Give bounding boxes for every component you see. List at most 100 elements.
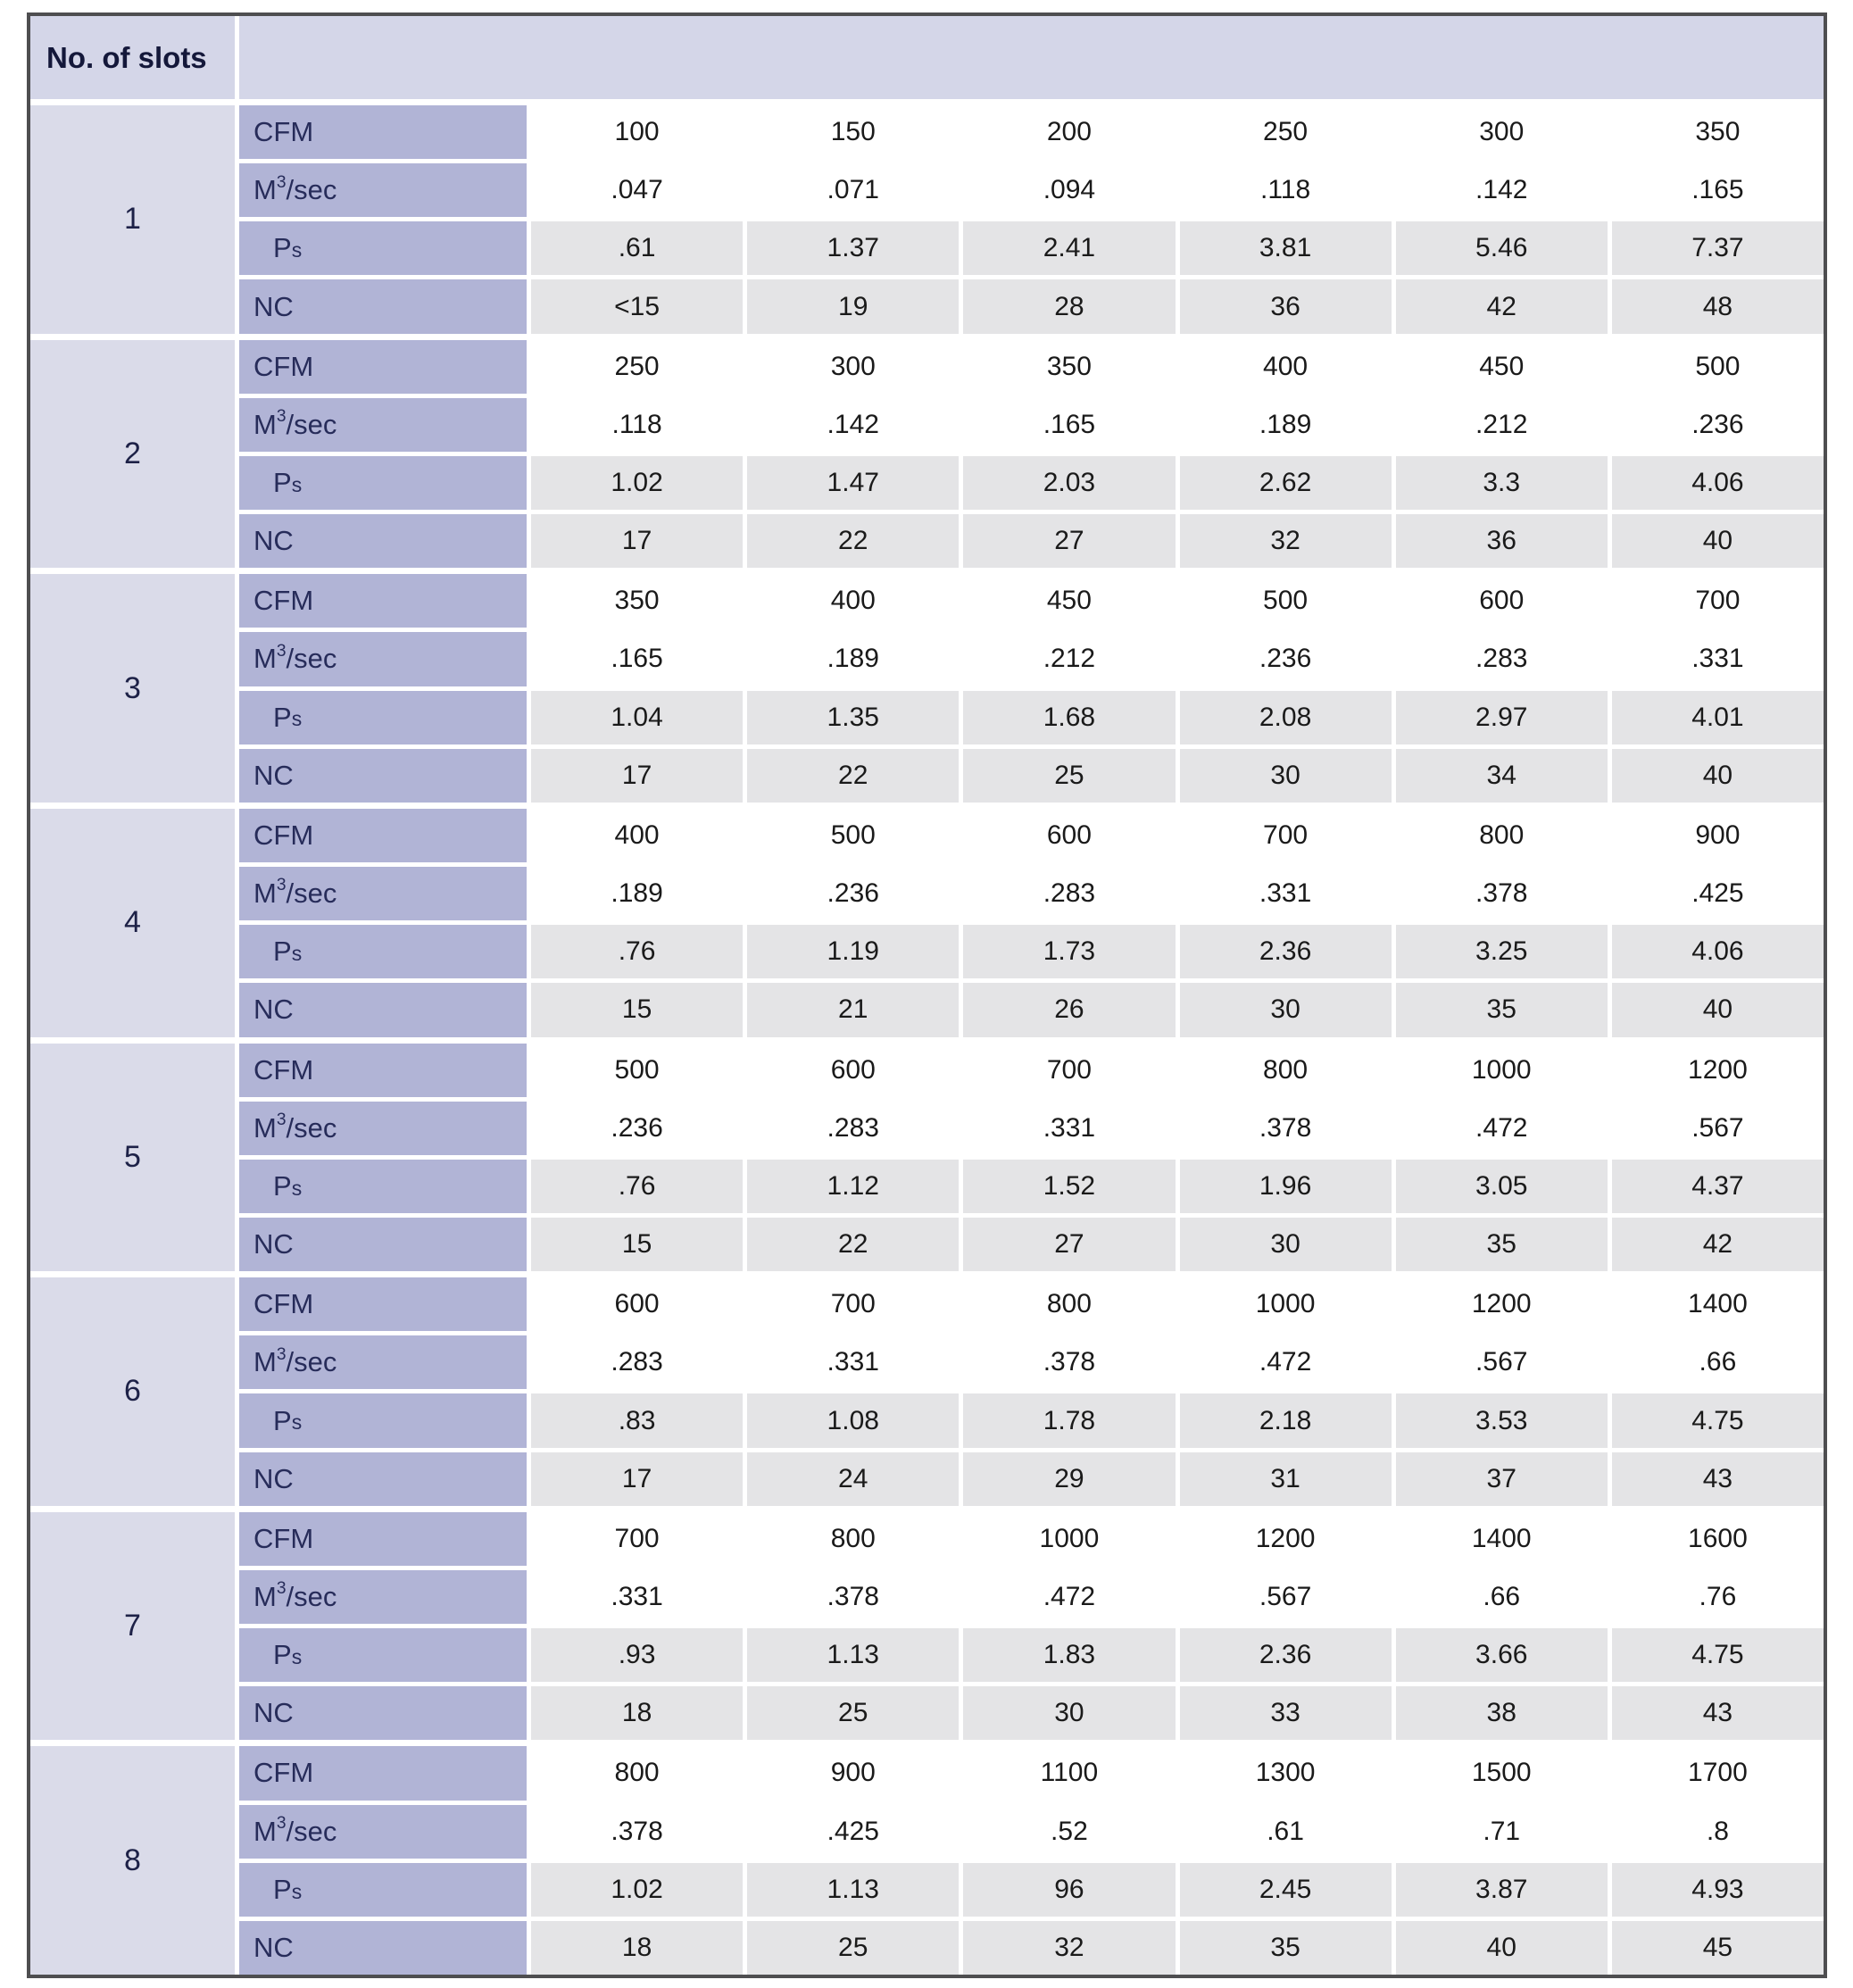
data-cell-m3sec: .331 (747, 1335, 960, 1390)
data-cell-m3sec: .8 (1611, 1804, 1824, 1859)
data-cell-nc: 40 (1395, 1920, 1608, 1975)
data-cell-cfm: 700 (1611, 574, 1824, 628)
data-cell-nc: 25 (747, 1686, 960, 1741)
data-cell-ps: 1.35 (747, 690, 960, 744)
data-cell-cfm: 600 (963, 808, 1176, 863)
data-cell-cfm: 350 (963, 339, 1176, 394)
data-cell-ps: 3.05 (1395, 1159, 1608, 1213)
data-cell-m3sec: .283 (747, 1101, 960, 1155)
data-cell-m3sec: .165 (963, 397, 1176, 452)
row-label-nc: NC (239, 514, 527, 569)
data-cell-ps: 3.25 (1395, 925, 1608, 979)
data-cell-cfm: 450 (963, 574, 1176, 628)
data-cell-nc: 33 (1179, 1686, 1392, 1741)
data-cell-ps: 2.45 (1179, 1862, 1392, 1917)
slot-group-3: 3 CFM 350 400 450 500 600 700 M 3/sec .165.189.212… (30, 574, 1824, 803)
row-label-nc: NC (239, 1686, 527, 1741)
data-cell-ps: .76 (531, 1159, 744, 1213)
data-cell-ps: 4.06 (1611, 455, 1824, 511)
data-cell-nc: 22 (747, 748, 960, 803)
row-label-text: /sec (286, 643, 337, 675)
row-label-m3sec: M 3/sec (239, 397, 527, 452)
data-cell-ps: 1.13 (747, 1862, 960, 1917)
row-label-text: s (291, 238, 303, 262)
data-cell-nc: 18 (531, 1686, 744, 1741)
data-cell-nc: 36 (1179, 279, 1392, 334)
data-cell-ps: 7.37 (1611, 221, 1824, 276)
data-cell-m3sec: .52 (963, 1804, 1176, 1859)
row-label-text: NC (253, 525, 294, 557)
row-label-text: NC (253, 1228, 294, 1260)
data-cell-nc: 45 (1611, 1920, 1824, 1975)
data-cell-ps: 2.08 (1179, 690, 1392, 744)
data-cell-nc: 27 (963, 514, 1176, 569)
data-cell-cfm: 900 (1611, 808, 1824, 863)
row-label-text: s (291, 1879, 303, 1903)
slot-number-cell: 5 (30, 1043, 235, 1272)
slot-performance-table: No. of slots 1 CFM 100 150 200 250 300 350 M 3/se… (27, 12, 1827, 1978)
data-cell-ps: 2.18 (1179, 1393, 1392, 1448)
row-label-text: 3 (276, 1813, 287, 1833)
row-label-text: NC (253, 994, 294, 1026)
data-cell-ps: 1.19 (747, 925, 960, 979)
slot-number-cell: 4 (30, 808, 235, 1037)
data-cell-cfm: 450 (1395, 339, 1608, 394)
data-cell-m3sec: .378 (963, 1335, 1176, 1390)
data-cell-cfm: 1500 (1395, 1746, 1608, 1801)
data-cell-ps: .61 (531, 221, 744, 276)
data-cell-m3sec: .331 (963, 1101, 1176, 1155)
slot-group-4: 4 CFM 400 500 600 700 800 900 M 3/sec .189.236.283… (30, 808, 1824, 1037)
row-label-cfm: CFM (239, 1043, 527, 1097)
row-label-text: s (291, 942, 303, 966)
row-label-cfm: CFM (239, 105, 527, 160)
data-cell-nc: 48 (1611, 279, 1824, 334)
row-label-nc: NC (239, 1920, 527, 1975)
data-cell-nc: 18 (531, 1920, 744, 1975)
data-cell-cfm: 800 (1395, 808, 1608, 863)
data-cell-cfm: 250 (531, 339, 744, 394)
data-cell-ps: 1.83 (963, 1628, 1176, 1683)
data-cell-nc: 37 (1395, 1451, 1608, 1506)
slot-number-cell: 6 (30, 1277, 235, 1506)
data-cell-ps: 4.37 (1611, 1159, 1824, 1213)
row-label-text: P (273, 1639, 292, 1671)
data-cell-m3sec: .189 (531, 867, 744, 921)
data-cell-ps: 1.96 (1179, 1159, 1392, 1213)
data-cell-nc: 15 (531, 1217, 744, 1272)
row-label-m3sec: M 3/sec (239, 632, 527, 686)
data-cell-nc: 30 (1179, 1217, 1392, 1272)
data-cell-ps: 3.81 (1179, 221, 1392, 276)
data-cell-nc: 31 (1179, 1451, 1392, 1506)
row-label-text: /sec (286, 1346, 337, 1378)
data-cell-cfm: 800 (963, 1277, 1176, 1332)
slot-group-6: 6 CFM 600 700 800 1000 1200 1400 M 3/sec .283.331.… (30, 1277, 1824, 1506)
data-cell-m3sec: .212 (1395, 397, 1608, 452)
data-cell-cfm: 600 (747, 1043, 960, 1097)
data-cell-m3sec: .142 (1395, 163, 1608, 218)
data-cell-m3sec: .378 (1395, 867, 1608, 921)
data-cell-m3sec: .66 (1395, 1569, 1608, 1625)
data-cell-cfm: 800 (747, 1511, 960, 1566)
data-cell-m3sec: .118 (1179, 163, 1392, 218)
row-label-text: s (291, 1410, 303, 1435)
data-cell-cfm: 500 (747, 808, 960, 863)
row-label-text: CFM (253, 819, 314, 851)
data-cell-nc: 35 (1179, 1920, 1392, 1975)
data-cell-cfm: 500 (531, 1043, 744, 1097)
slot-group-2: 2 CFM 250 300 350 400 450 500 M 3/sec .118.142.165… (30, 339, 1824, 569)
data-cell-ps: 5.46 (1395, 221, 1608, 276)
data-cell-cfm: 900 (747, 1746, 960, 1801)
row-label-text: 3 (276, 1579, 287, 1599)
data-cell-m3sec: .118 (531, 397, 744, 452)
data-cell-ps: 2.03 (963, 455, 1176, 511)
data-cell-nc: 32 (963, 1920, 1176, 1975)
row-label-m3sec: M 3/sec (239, 867, 527, 921)
row-label-m3sec: M 3/sec (239, 1101, 527, 1155)
data-cell-nc: 42 (1395, 279, 1608, 334)
row-label-text: NC (253, 1462, 294, 1494)
data-cell-nc: 29 (963, 1451, 1176, 1506)
